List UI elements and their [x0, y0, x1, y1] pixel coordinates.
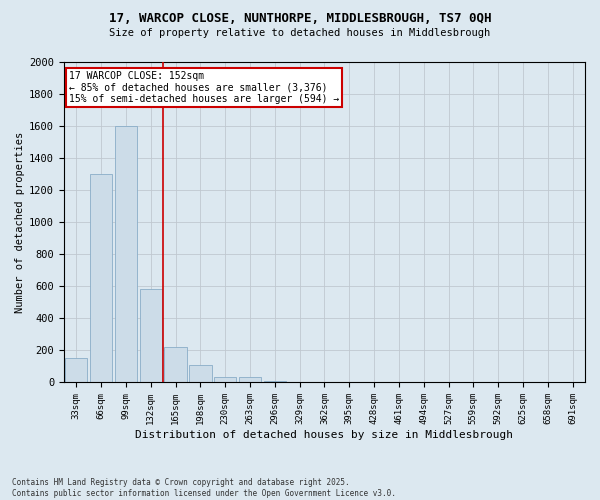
- Bar: [90, 174, 112, 382]
- X-axis label: Distribution of detached houses by size in Middlesbrough: Distribution of detached houses by size …: [136, 430, 514, 440]
- Text: 17 WARCOP CLOSE: 152sqm
← 85% of detached houses are smaller (3,376)
15% of semi: 17 WARCOP CLOSE: 152sqm ← 85% of detache…: [69, 71, 340, 104]
- Text: Size of property relative to detached houses in Middlesbrough: Size of property relative to detached ho…: [109, 28, 491, 38]
- Text: 17, WARCOP CLOSE, NUNTHORPE, MIDDLESBROUGH, TS7 0QH: 17, WARCOP CLOSE, NUNTHORPE, MIDDLESBROU…: [109, 12, 491, 26]
- Bar: [214, 377, 236, 382]
- Text: Contains HM Land Registry data © Crown copyright and database right 2025.
Contai: Contains HM Land Registry data © Crown c…: [12, 478, 396, 498]
- Y-axis label: Number of detached properties: Number of detached properties: [15, 132, 25, 312]
- Bar: [65, 358, 88, 382]
- Bar: [189, 365, 212, 382]
- Bar: [115, 126, 137, 382]
- Bar: [140, 290, 162, 382]
- Bar: [263, 380, 286, 382]
- Bar: [239, 377, 261, 382]
- Bar: [164, 347, 187, 382]
